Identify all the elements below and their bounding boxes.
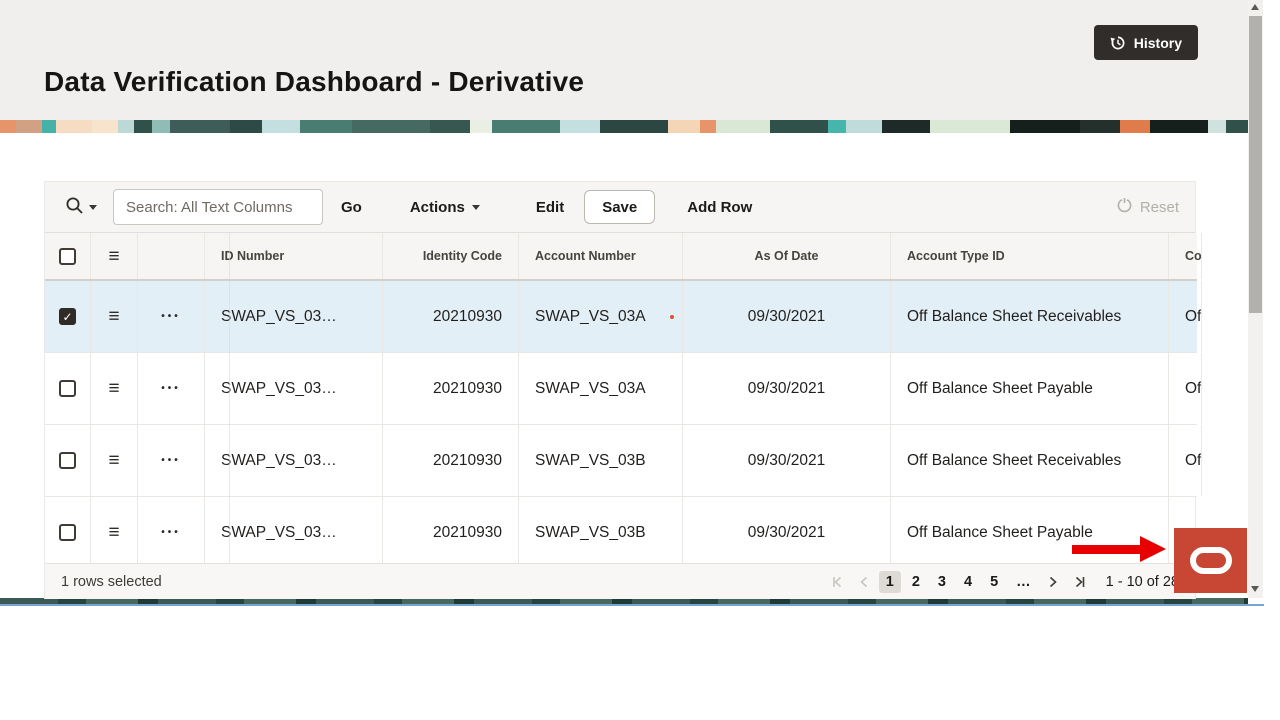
go-button[interactable]: Go xyxy=(341,198,362,216)
cell-account-number[interactable]: SWAP_VS_03A xyxy=(519,353,683,424)
scroll-up-icon[interactable] xyxy=(1251,4,1259,10)
actions-menu-button[interactable]: Actions xyxy=(410,199,480,216)
cell-id-number[interactable]: SWAP_VS_03… xyxy=(205,425,383,496)
cell-id-number[interactable]: SWAP_VS_03… xyxy=(205,281,383,352)
cell-as-of-date[interactable]: 09/30/2021 xyxy=(683,353,891,424)
annotation-arrow-icon xyxy=(1072,536,1166,562)
focus-outline-line xyxy=(0,604,1264,606)
pagination: 1 2 3 4 5 … 1 - 10 of 28 xyxy=(825,570,1179,593)
cell-account-type-id[interactable]: Off Balance Sheet Receivables xyxy=(891,281,1169,352)
previous-page-button xyxy=(853,573,875,591)
row-range-label: 1 - 10 of 28 xyxy=(1105,573,1179,590)
decorative-banner-top xyxy=(0,120,1248,133)
row-checkbox[interactable]: ✓ xyxy=(59,308,76,325)
row-menu-icon[interactable]: ≡ xyxy=(108,378,120,399)
cell-account-number[interactable]: SWAP_VS_03B xyxy=(519,425,683,496)
changed-cell-indicator xyxy=(669,314,674,319)
page-button-2[interactable]: 2 xyxy=(905,571,927,593)
row-menu-icon[interactable]: ≡ xyxy=(108,245,120,267)
cell-co[interactable]: Of xyxy=(1169,281,1202,352)
cell-account-type-id[interactable]: Off Balance Sheet Payable xyxy=(891,353,1169,424)
row-menu-icon[interactable]: ≡ xyxy=(108,522,120,543)
page-button-5[interactable]: 5 xyxy=(983,571,1005,593)
cell-co[interactable]: Of xyxy=(1169,425,1202,496)
search-icon xyxy=(65,196,84,218)
table-row: ✓ ≡ ••• SWAP_VS_03… 20210930 SWAP_VS_03B… xyxy=(45,425,1202,497)
table-row: ✓ ≡ ••• SWAP_VS_03… 20210930 SWAP_VS_03B… xyxy=(45,497,1195,563)
reset-button-label: Reset xyxy=(1139,198,1179,216)
vertical-scrollbar[interactable] xyxy=(1248,0,1263,598)
column-header-id-number[interactable]: ID Number xyxy=(205,233,383,279)
actions-column-header xyxy=(138,233,205,279)
decorative-banner-bottom xyxy=(0,598,1248,604)
chevron-down-icon xyxy=(471,204,480,210)
history-button[interactable]: History xyxy=(1093,25,1198,60)
history-button-label: History xyxy=(1133,34,1182,51)
history-icon xyxy=(1110,35,1126,51)
cell-as-of-date[interactable]: 09/30/2021 xyxy=(683,281,891,352)
add-row-button[interactable]: Add Row xyxy=(687,198,753,216)
next-page-button[interactable] xyxy=(1042,573,1064,591)
row-actions-icon[interactable]: ••• xyxy=(161,311,181,322)
table-header-row: ✓ ≡ ID Number Identity Code Account Numb… xyxy=(45,233,1202,281)
scrollbar-thumb[interactable] xyxy=(1249,16,1262,313)
cell-id-number[interactable]: SWAP_VS_03… xyxy=(205,497,383,563)
table-row: ✓ ≡ ••• SWAP_VS_03… 20210930 SWAP_VS_03A… xyxy=(45,281,1202,353)
column-header-as-of-date[interactable]: As Of Date xyxy=(683,233,891,279)
reset-icon xyxy=(1116,197,1133,218)
save-button[interactable]: Save xyxy=(584,190,656,224)
cell-co[interactable]: Of xyxy=(1169,353,1202,424)
rows-selected-status: 1 rows selected xyxy=(61,573,162,590)
search-scope-button[interactable] xyxy=(61,192,101,222)
cell-account-number[interactable]: SWAP_VS_03A xyxy=(519,281,683,352)
page-ellipsis: … xyxy=(1016,573,1031,590)
page-title: Data Verification Dashboard - Derivative xyxy=(44,66,585,97)
page-button-1[interactable]: 1 xyxy=(878,570,901,593)
cell-identity-code[interactable]: 20210930 xyxy=(383,425,519,496)
page-header: Data Verification Dashboard - Derivative… xyxy=(0,0,1248,120)
select-all-checkbox[interactable]: ✓ xyxy=(59,247,76,265)
scroll-down-icon[interactable] xyxy=(1251,586,1259,592)
search-input[interactable] xyxy=(113,189,323,225)
frozen-pane-divider xyxy=(229,233,230,563)
edit-button[interactable]: Edit xyxy=(535,198,565,216)
oracle-ring-icon xyxy=(1189,547,1232,574)
first-page-button xyxy=(825,573,849,591)
grid-footer: 1 rows selected 1 2 3 4 5 … xyxy=(45,563,1195,599)
cell-account-number[interactable]: SWAP_VS_03B xyxy=(519,497,683,563)
row-checkbox[interactable]: ✓ xyxy=(59,452,76,469)
cell-account-type-id[interactable]: Off Balance Sheet Payable xyxy=(891,497,1169,563)
column-header-identity-code[interactable]: Identity Code xyxy=(383,233,519,279)
cell-id-number[interactable]: SWAP_VS_03… xyxy=(205,353,383,424)
cell-identity-code[interactable]: 20210930 xyxy=(383,281,519,352)
row-actions-icon[interactable]: ••• xyxy=(161,455,181,466)
cell-account-type-id[interactable]: Off Balance Sheet Receivables xyxy=(891,425,1169,496)
oracle-logo[interactable] xyxy=(1174,528,1247,593)
cell-as-of-date[interactable]: 09/30/2021 xyxy=(683,497,891,563)
chevron-down-icon xyxy=(89,204,97,210)
cell-identity-code[interactable]: 20210930 xyxy=(383,497,519,563)
page-button-3[interactable]: 3 xyxy=(931,571,953,593)
table-row-clip: ✓ ≡ ••• SWAP_VS_03… 20210930 SWAP_VS_03B… xyxy=(45,497,1195,563)
cell-as-of-date[interactable]: 09/30/2021 xyxy=(683,425,891,496)
last-page-button[interactable] xyxy=(1068,573,1092,591)
row-actions-icon[interactable]: ••• xyxy=(161,527,181,538)
row-actions-icon[interactable]: ••• xyxy=(161,383,181,394)
row-menu-icon[interactable]: ≡ xyxy=(108,450,120,471)
row-checkbox[interactable]: ✓ xyxy=(59,524,76,541)
page-button-4[interactable]: 4 xyxy=(957,571,979,593)
column-header-account-number[interactable]: Account Number xyxy=(519,233,683,279)
row-checkbox[interactable]: ✓ xyxy=(59,380,76,397)
interactive-grid-region: Go Actions Edit Save Add Row Reset ✓ xyxy=(44,181,1202,599)
table-row: ✓ ≡ ••• SWAP_VS_03… 20210930 SWAP_VS_03A… xyxy=(45,353,1202,425)
column-header-account-type-id[interactable]: Account Type ID xyxy=(891,233,1169,279)
actions-menu-label: Actions xyxy=(409,198,465,216)
grid-toolbar: Go Actions Edit Save Add Row Reset xyxy=(45,181,1195,233)
cell-identity-code[interactable]: 20210930 xyxy=(383,353,519,424)
column-header-co[interactable]: Co xyxy=(1169,233,1202,279)
reset-button: Reset xyxy=(1116,197,1179,218)
row-menu-icon[interactable]: ≡ xyxy=(108,306,120,327)
